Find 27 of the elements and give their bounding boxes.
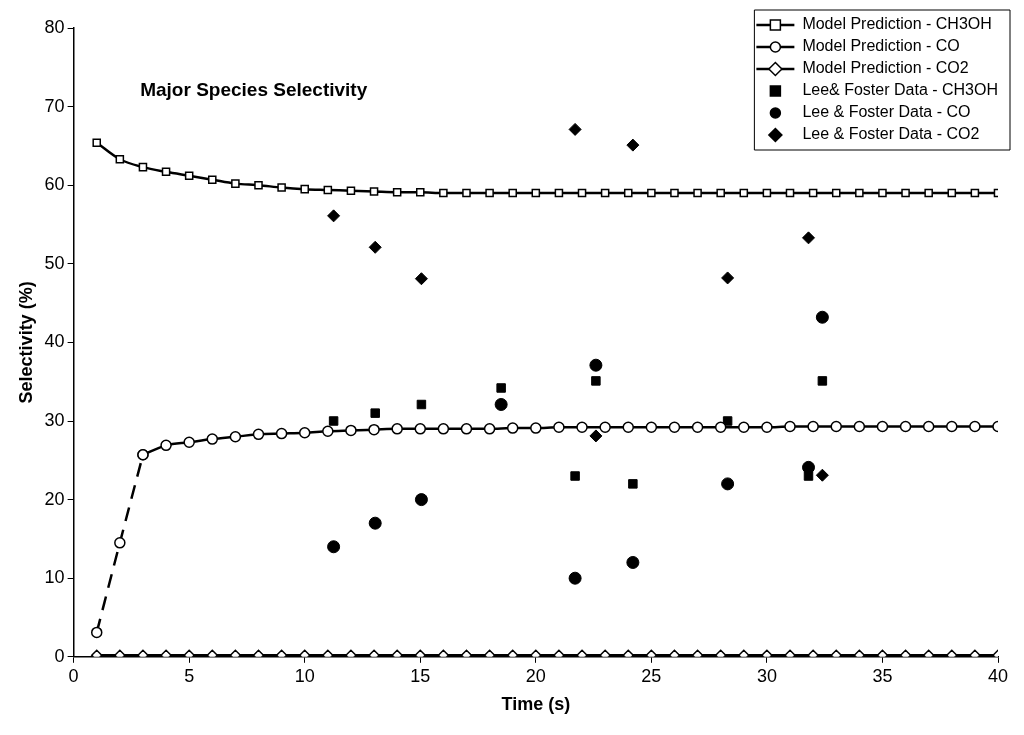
x-tick-label: 15 bbox=[410, 665, 431, 686]
y-tick-label: 40 bbox=[44, 331, 65, 352]
legend-label: Lee & Foster Data - CO2 bbox=[802, 125, 980, 143]
y-tick-label: 0 bbox=[54, 645, 65, 666]
x-tick-label: 30 bbox=[756, 665, 777, 686]
x-tick-label: 0 bbox=[68, 665, 79, 686]
legend-label: Model Prediction - CO bbox=[802, 37, 960, 55]
legend-label: Model Prediction - CO2 bbox=[802, 59, 969, 77]
text: Major Species Selectivity bbox=[140, 79, 368, 101]
y-tick-label: 70 bbox=[44, 95, 65, 116]
y-tick-label: 30 bbox=[44, 409, 65, 430]
x-tick-label: 5 bbox=[184, 665, 195, 686]
legend-label: Model Prediction - CH3OH bbox=[802, 15, 992, 33]
y-tick-label: 20 bbox=[44, 488, 65, 509]
legend-label: Lee & Foster Data - CO bbox=[802, 103, 971, 121]
legend-label: Lee& Foster Data - CH3OH bbox=[802, 81, 998, 99]
x-tick-label: 25 bbox=[641, 665, 662, 686]
y-tick-label: 60 bbox=[44, 174, 65, 195]
y-tick-label: 10 bbox=[44, 567, 65, 588]
x-tick-label: 10 bbox=[294, 665, 315, 686]
y-axis-title: Selectivity (%) bbox=[15, 281, 36, 404]
x-tick-label: 20 bbox=[525, 665, 546, 686]
y-tick-label: 80 bbox=[44, 16, 65, 37]
x-axis-title: Time (s) bbox=[501, 694, 571, 715]
x-tick-label: 35 bbox=[872, 665, 893, 686]
x-tick-label: 40 bbox=[987, 665, 1009, 686]
y-tick-label: 50 bbox=[44, 252, 65, 273]
